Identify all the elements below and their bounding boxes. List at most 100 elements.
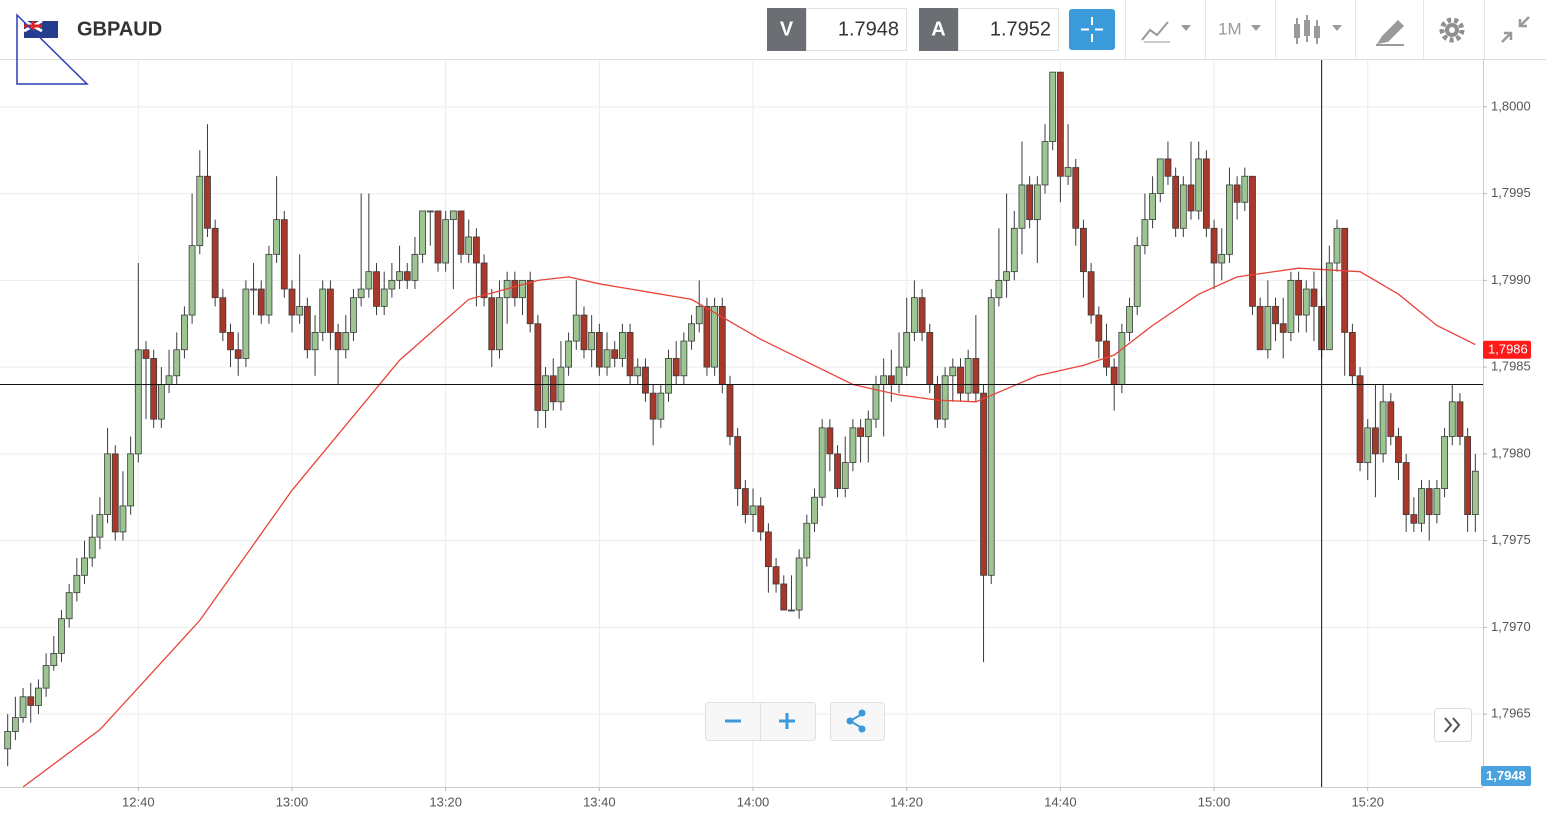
candle-body (73, 574, 81, 594)
candle-body (1056, 71, 1064, 177)
bid-label[interactable]: V (780, 18, 794, 40)
candle-body (303, 305, 311, 351)
candle-body (496, 297, 503, 351)
candle-body (611, 349, 619, 359)
candle-body (1325, 262, 1333, 351)
candle-body (818, 427, 826, 498)
candle-body (788, 609, 795, 612)
x-tick-label: 14:00 (737, 794, 770, 809)
candle-body (757, 505, 765, 533)
bid-button[interactable] (767, 8, 806, 51)
y-tick-label: 1,7970 (1491, 619, 1531, 634)
candle-body (1072, 167, 1080, 229)
collapse-button[interactable] (1501, 16, 1530, 43)
candle-body (380, 288, 388, 307)
candle-body (227, 332, 234, 351)
candle-body (1195, 158, 1203, 212)
candle-body (1395, 436, 1402, 463)
candle-body (764, 531, 772, 568)
candle-body (542, 375, 549, 411)
candle-body (342, 332, 350, 351)
candle-body (726, 384, 734, 437)
scroll-latest-button[interactable] (1434, 708, 1472, 742)
candle-body (1402, 462, 1410, 515)
candle-body (1418, 488, 1425, 524)
y-tick-label: 1,7990 (1491, 272, 1531, 287)
candle-body (941, 375, 949, 420)
moving-average (22, 267, 1476, 788)
candle-body (81, 557, 88, 576)
candle-body (795, 557, 803, 611)
symbol: GBPAUD (77, 18, 162, 40)
last-price-tag (1483, 340, 1531, 359)
ask-box (958, 8, 1059, 51)
candle-body (849, 427, 857, 463)
x-tick-label: 12:40 (122, 794, 155, 809)
candle-body (1033, 184, 1041, 221)
ask-label[interactable]: A (931, 18, 945, 40)
candle-body (826, 427, 834, 455)
candle-body (1049, 71, 1057, 142)
candle-body (1364, 427, 1372, 463)
timeframe[interactable]: 1M (1218, 19, 1242, 38)
ask-button[interactable] (919, 8, 958, 51)
header: GBPAUD V 1.7948 A 1.7952 1M (0, 0, 1546, 85)
candle-body (434, 210, 442, 264)
candle-style-button[interactable] (1294, 15, 1342, 44)
candle-body (442, 219, 450, 264)
candle-body (688, 323, 695, 342)
candle-body (334, 332, 342, 351)
candle-body (211, 227, 219, 299)
candle-body (327, 288, 334, 333)
bid-price: 1.7948 (838, 18, 899, 40)
candle-body (1141, 219, 1149, 247)
candle-body (1202, 158, 1210, 229)
bid-tag-label: 1,7948 (1486, 768, 1526, 783)
candle-body (311, 332, 319, 351)
y-tick-label: 1,7965 (1491, 706, 1531, 721)
settings-button[interactable] (1439, 17, 1465, 43)
candle-body (949, 366, 957, 377)
x-tick-label: 14:20 (890, 794, 923, 809)
candle-body (1471, 470, 1479, 515)
candle-body (918, 297, 926, 333)
zoom-controls (705, 702, 1472, 742)
candle-body (250, 288, 257, 291)
candle-body (811, 496, 818, 524)
candle-body (1187, 184, 1195, 212)
candle-body (488, 297, 496, 351)
candle-body (910, 297, 918, 333)
candle-body (741, 488, 749, 515)
candle-body (1279, 323, 1287, 333)
candle-body (50, 652, 58, 666)
candle-body (419, 210, 427, 255)
candle-body (580, 314, 588, 351)
timeframe-caret[interactable] (1251, 25, 1261, 31)
candle-body (396, 271, 403, 281)
draw-button[interactable] (1376, 20, 1404, 46)
candle-body (987, 297, 995, 576)
crosshair-button[interactable] (1069, 9, 1115, 50)
zoom-in[interactable] (779, 713, 795, 729)
candle-body (1241, 175, 1249, 203)
candle-body (511, 279, 519, 299)
candle-body (1218, 253, 1226, 264)
plot-area: 1,7965 1,7970 1,7975 1,7980 1,7985 1,7990 1,79… (0, 60, 1531, 809)
candle-body (1256, 305, 1264, 351)
chart-type-button[interactable] (1141, 21, 1191, 43)
candle-body (972, 358, 980, 394)
candle-body (603, 349, 611, 368)
candle-body (19, 696, 27, 718)
candle-body (411, 253, 419, 281)
candle-body (526, 279, 534, 325)
candle-body (480, 262, 488, 299)
y-tick-label: 1,7985 (1491, 359, 1531, 374)
candle-body (957, 366, 964, 394)
candle-body (1103, 340, 1110, 368)
separators (1125, 0, 1485, 59)
share-button[interactable] (830, 702, 885, 741)
x-tick-label: 15:00 (1198, 794, 1231, 809)
candle-body (42, 665, 50, 689)
candle-body (1464, 436, 1472, 515)
candle-body (58, 618, 65, 654)
